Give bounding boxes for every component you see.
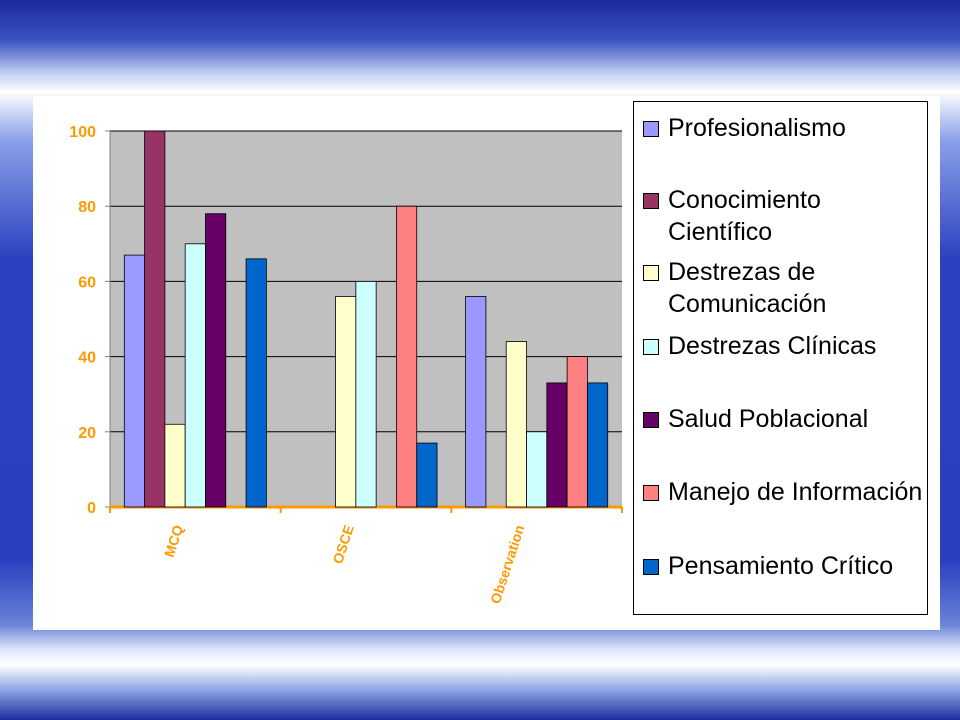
bar bbox=[144, 130, 166, 508]
legend-swatch bbox=[643, 412, 659, 428]
y-tick-label: 100 bbox=[69, 124, 96, 141]
bar bbox=[123, 254, 145, 508]
legend-label: Conocimiento Científico bbox=[668, 186, 821, 246]
x-tick-label: OSCE bbox=[329, 523, 356, 566]
bar bbox=[526, 431, 548, 508]
legend: Profesionalismo Conocimiento Científico De… bbox=[633, 101, 928, 615]
legend-swatch bbox=[643, 559, 659, 575]
legend-label: Profesionalismo bbox=[668, 114, 846, 142]
bar bbox=[245, 258, 267, 508]
bar bbox=[205, 213, 227, 508]
legend-swatch bbox=[643, 193, 659, 209]
legend-label: Manejo de Información bbox=[668, 478, 923, 506]
bar bbox=[416, 442, 438, 508]
bar bbox=[566, 356, 588, 508]
bar bbox=[396, 205, 418, 508]
bar bbox=[465, 296, 487, 508]
legend-swatch bbox=[643, 121, 659, 137]
legend-swatch bbox=[643, 339, 659, 355]
legend-label: Pensamiento Crítico bbox=[668, 552, 894, 580]
legend-label: Salud Poblacional bbox=[668, 405, 869, 433]
bar bbox=[164, 423, 186, 508]
bar bbox=[546, 382, 568, 508]
legend-label: Destrezas Clínicas bbox=[668, 332, 877, 360]
bar bbox=[587, 382, 609, 508]
bar bbox=[335, 296, 357, 508]
bar bbox=[355, 280, 377, 508]
y-tick-label: 60 bbox=[78, 274, 96, 291]
x-tick-label: MCQ bbox=[161, 523, 186, 559]
legend-label: Destrezas de Comunicación bbox=[668, 258, 827, 318]
y-tick-label: 0 bbox=[87, 500, 96, 517]
legend-swatch bbox=[643, 485, 659, 501]
legend-swatch bbox=[643, 265, 659, 281]
bar bbox=[184, 243, 206, 508]
y-tick-label: 40 bbox=[78, 350, 96, 367]
y-tick-label: 20 bbox=[78, 425, 96, 442]
y-tick-label: 80 bbox=[78, 199, 96, 216]
bar bbox=[505, 341, 527, 508]
x-tick-label: Observation bbox=[487, 523, 527, 606]
